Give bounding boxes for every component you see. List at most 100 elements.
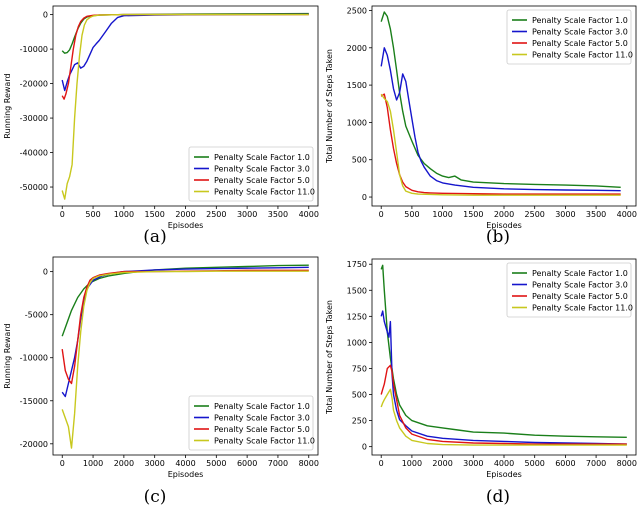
legend-box <box>188 146 314 202</box>
x-tick-label: 0 <box>379 459 384 468</box>
y-axis-label: Running Reward <box>3 73 12 138</box>
y-tick-label: 750 <box>352 364 367 373</box>
y-tick-label: 1500 <box>347 81 367 90</box>
panel-b: 0 500 1000 1500 2000 2500 3000 3500 4000 0 500 1000… <box>325 5 637 247</box>
x-tick-label: 7000 <box>268 459 288 468</box>
x-tick-label: 0 <box>60 210 65 219</box>
legend-entry: Penalty Scale Factor 5.0 <box>532 39 628 48</box>
legend-entry: Penalty Scale Factor 1.0 <box>532 16 628 25</box>
x-tick-label: 500 <box>85 210 100 219</box>
x-tick-label: 2000 <box>114 459 134 468</box>
y-tick-label: -10000 <box>20 354 48 363</box>
legend-entry: Penalty Scale Factor 5.0 <box>214 425 310 434</box>
x-tick-label: 7000 <box>586 459 606 468</box>
x-tick-label: 5000 <box>525 459 545 468</box>
series-line-1 <box>380 11 621 188</box>
x-tick-label: 1000 <box>402 459 422 468</box>
series-line-1 <box>61 12 309 54</box>
x-tick-label: 4000 <box>617 210 637 219</box>
x-tick-label: 0 <box>60 459 65 468</box>
x-axis-label: Episodes <box>168 470 204 479</box>
legend-entry: Penalty Scale Factor 3.0 <box>214 165 310 174</box>
y-tick-label: 250 <box>352 417 367 426</box>
y-tick-label: 500 <box>352 156 367 165</box>
y-tick-label: 0 <box>362 193 367 202</box>
series-line-2 <box>380 47 621 192</box>
x-tick-label: 6000 <box>555 459 575 468</box>
series-line-3 <box>380 364 627 445</box>
x-tick-label: 2000 <box>432 459 452 468</box>
y-tick-label: 2500 <box>347 6 367 15</box>
x-tick-label: 2000 <box>175 210 195 219</box>
legend-entry: Penalty Scale Factor 1.0 <box>532 269 628 278</box>
series-line-4 <box>61 13 309 200</box>
legend-entry: Penalty Scale Factor 11.0 <box>532 51 633 60</box>
y-axis-label: Total Number of Steps Taken <box>325 49 334 164</box>
x-tick-label: 4000 <box>494 459 514 468</box>
x-tick-label: 3000 <box>463 459 483 468</box>
y-tick-label: -30000 <box>20 114 48 123</box>
legend-entry: Penalty Scale Factor 3.0 <box>214 414 310 423</box>
y-axis-label: Running Reward <box>3 323 12 388</box>
y-tick-label: 1000 <box>347 338 367 347</box>
y-tick-label: -40000 <box>20 149 48 158</box>
x-tick-label: 3000 <box>145 459 165 468</box>
x-tick-label: 3000 <box>555 210 575 219</box>
y-tick-label: 2000 <box>347 44 367 53</box>
panel-d: 0 1000 2000 3000 4000 5000 6000 7000 8000 0 250 500… <box>325 258 637 507</box>
y-tick-label: 500 <box>352 391 367 400</box>
y-tick-label: -15000 <box>20 397 48 406</box>
legend-entry: Penalty Scale Factor 3.0 <box>532 28 628 37</box>
legend-entry: Penalty Scale Factor 3.0 <box>532 281 628 290</box>
x-axis-label: Episodes <box>486 221 522 230</box>
x-axis-label: Episodes <box>168 221 204 230</box>
series-line-2 <box>380 310 627 445</box>
x-tick-label: 1000 <box>114 210 134 219</box>
x-tick-label: 6000 <box>237 459 257 468</box>
panel-caption: (a) <box>143 227 166 247</box>
legend-entry: Penalty Scale Factor 11.0 <box>214 188 315 197</box>
y-tick-label: -5000 <box>25 311 48 320</box>
legend-entry: Penalty Scale Factor 11.0 <box>214 437 315 446</box>
y-tick-label: 1750 <box>347 260 367 269</box>
series-line-3 <box>380 93 621 195</box>
y-tick-label: 0 <box>362 443 367 452</box>
series-line-2 <box>61 13 309 92</box>
x-tick-label: 4000 <box>175 459 195 468</box>
y-tick-label: 1000 <box>347 118 367 127</box>
series-line-1 <box>380 264 627 438</box>
x-axis-label: Episodes <box>486 470 522 479</box>
panel-a: 0 500 1000 1500 2000 2500 3000 3500 4000 -50000 -4… <box>3 5 319 247</box>
x-tick-label: 1000 <box>83 459 103 468</box>
x-tick-label: 1000 <box>432 210 452 219</box>
y-tick-label: -20000 <box>20 80 48 89</box>
series-line-4 <box>380 93 621 196</box>
legend-entry: Penalty Scale Factor 11.0 <box>532 304 633 313</box>
panel-caption: (d) <box>486 487 510 507</box>
x-tick-label: 5000 <box>206 459 226 468</box>
x-tick-label: 2500 <box>525 210 545 219</box>
legend-entry: Penalty Scale Factor 5.0 <box>214 176 310 185</box>
legend-box <box>506 9 632 65</box>
panel-caption: (b) <box>486 227 510 247</box>
x-tick-label: 3000 <box>237 210 257 219</box>
series-line-3 <box>61 269 309 385</box>
x-tick-label: 4000 <box>299 210 319 219</box>
x-tick-label: 8000 <box>299 459 319 468</box>
x-tick-label: 3500 <box>586 210 606 219</box>
y-tick-label: 0 <box>43 11 48 20</box>
x-tick-label: 1500 <box>145 210 165 219</box>
series-line-4 <box>380 388 627 446</box>
y-tick-label: 1500 <box>347 286 367 295</box>
x-tick-label: 8000 <box>617 459 637 468</box>
x-tick-label: 3500 <box>268 210 288 219</box>
x-tick-label: 1500 <box>463 210 483 219</box>
x-tick-label: 0 <box>379 210 384 219</box>
panel-caption: (c) <box>144 487 167 507</box>
legend-box <box>188 395 314 451</box>
legend-entry: Penalty Scale Factor 1.0 <box>214 153 310 162</box>
x-tick-label: 2500 <box>206 210 226 219</box>
y-tick-label: 0 <box>43 268 48 277</box>
y-tick-label: -10000 <box>20 45 48 54</box>
